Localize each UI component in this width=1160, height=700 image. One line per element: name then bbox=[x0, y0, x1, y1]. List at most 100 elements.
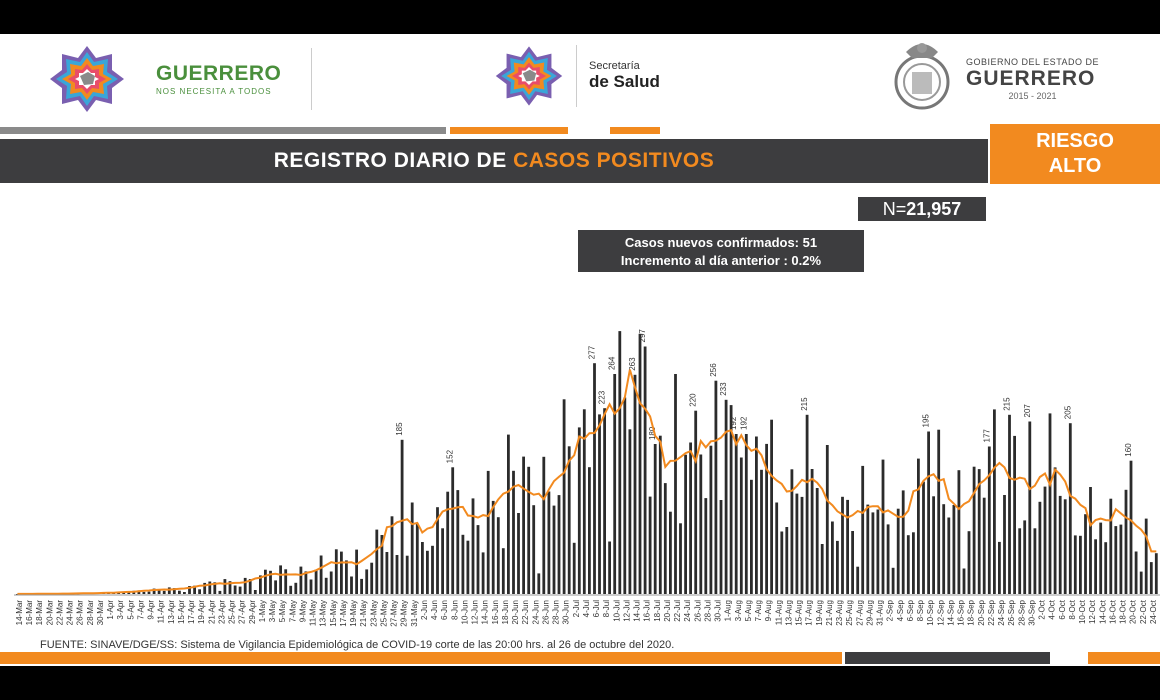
x-tick-label: 26-Jul bbox=[693, 600, 702, 622]
stripe-orange-2 bbox=[610, 127, 660, 134]
bar bbox=[689, 442, 692, 594]
x-tick-label: 4-Jun bbox=[430, 600, 439, 620]
x-tick-label: 9-May bbox=[299, 600, 308, 622]
x-tick-label: 17-May bbox=[339, 600, 348, 627]
bar bbox=[653, 444, 657, 594]
secretaria-divider bbox=[576, 45, 577, 107]
bar bbox=[1043, 486, 1047, 594]
x-tick-label: 29-Apr bbox=[248, 600, 257, 624]
x-tick-label: 26-Sep bbox=[1007, 599, 1016, 625]
x-tick-label: 12-Sep bbox=[936, 599, 945, 625]
x-tick-label: 15-Apr bbox=[177, 600, 186, 624]
bar bbox=[486, 470, 490, 594]
bar bbox=[734, 434, 738, 594]
bar bbox=[421, 542, 424, 594]
x-tick-label: 22-Jun bbox=[521, 600, 530, 624]
bar bbox=[441, 528, 444, 594]
bar bbox=[927, 431, 930, 594]
bar-value-label: 205 bbox=[1063, 405, 1072, 419]
bar bbox=[284, 569, 288, 594]
bar bbox=[977, 469, 981, 594]
bar bbox=[1018, 528, 1022, 594]
secretaria-star-logo-icon bbox=[495, 46, 563, 106]
bar-value-label: 297 bbox=[638, 329, 647, 343]
x-tick-label: 21-May bbox=[359, 600, 368, 627]
x-tick-label: 12-Oct bbox=[1088, 599, 1097, 624]
x-tick-label: 3-Apr bbox=[116, 600, 125, 620]
bar bbox=[770, 419, 773, 594]
bar bbox=[658, 435, 662, 594]
bar bbox=[375, 529, 379, 594]
x-tick-label: 21-Aug bbox=[825, 600, 834, 626]
bar bbox=[760, 469, 763, 594]
bar bbox=[851, 531, 854, 594]
x-tick-label: 31-Aug bbox=[876, 600, 885, 626]
bar bbox=[410, 502, 414, 594]
bar bbox=[765, 443, 768, 594]
risk-line-2: ALTO bbox=[1048, 155, 1102, 177]
x-tick-label: 10-Sep bbox=[926, 599, 935, 625]
bar bbox=[1079, 535, 1082, 594]
bar bbox=[987, 446, 991, 594]
slide: GUERRERO NOS NECESITA A TODOS Secretaría… bbox=[0, 34, 1160, 666]
secretaria-small-label: Secretaría bbox=[589, 60, 640, 72]
bar bbox=[1003, 495, 1006, 594]
x-tick-label: 7-May bbox=[288, 600, 297, 622]
bar-value-label: 256 bbox=[709, 363, 718, 377]
bar bbox=[269, 570, 272, 594]
bar bbox=[1033, 528, 1037, 594]
bar bbox=[456, 490, 460, 594]
bar bbox=[279, 565, 282, 594]
bar bbox=[891, 567, 895, 594]
guerrero-star-logo-icon bbox=[50, 46, 124, 112]
x-tick-label: 27-May bbox=[390, 600, 399, 627]
x-tick-label: 14-Mar bbox=[15, 600, 24, 626]
bar bbox=[395, 555, 399, 594]
x-tick-label: 23-May bbox=[369, 600, 378, 627]
x-tick-label: 24-Jun bbox=[531, 600, 540, 624]
bar bbox=[881, 459, 885, 594]
bar bbox=[218, 590, 222, 594]
x-tick-label: 22-Oct bbox=[1139, 599, 1148, 624]
x-tick-label: 16-Oct bbox=[1108, 599, 1117, 624]
bar bbox=[243, 577, 247, 594]
bar bbox=[704, 498, 708, 594]
bar bbox=[309, 579, 313, 594]
bar bbox=[426, 550, 429, 594]
guerrero-subtitle: NOS NECESITA A TODOS bbox=[156, 87, 272, 96]
increment-value: 0.2% bbox=[791, 253, 822, 268]
bar bbox=[861, 465, 865, 594]
bar bbox=[253, 590, 257, 594]
x-tick-label: 1-Aug bbox=[724, 600, 733, 621]
bar bbox=[147, 591, 151, 594]
x-tick-label: 7-Aug bbox=[754, 600, 763, 621]
bar bbox=[213, 582, 217, 594]
bar bbox=[998, 541, 1001, 594]
x-tick-label: 19-May bbox=[349, 600, 358, 627]
stripe-orange-1 bbox=[450, 127, 568, 134]
bar bbox=[1134, 551, 1138, 594]
bar-value-label: 233 bbox=[719, 382, 728, 396]
bar-value-label: 220 bbox=[689, 393, 698, 407]
bar bbox=[638, 333, 642, 594]
bar bbox=[542, 456, 546, 594]
gobierno-small-label: GOBIERNO DEL ESTADO DE bbox=[966, 57, 1100, 67]
x-tick-label: 19-Aug bbox=[815, 600, 824, 626]
bar bbox=[476, 525, 480, 594]
total-prefix: N= bbox=[882, 199, 907, 219]
bar bbox=[628, 429, 632, 594]
bar bbox=[567, 446, 571, 594]
bar bbox=[1094, 539, 1097, 594]
bar bbox=[1058, 495, 1062, 594]
bar-value-label: 195 bbox=[922, 414, 931, 428]
bar bbox=[1104, 542, 1108, 594]
bar bbox=[289, 585, 293, 594]
x-tick-label: 17-Aug bbox=[805, 600, 814, 626]
x-tick-label: 18-Jul bbox=[653, 600, 662, 622]
bar bbox=[1119, 524, 1123, 594]
bar bbox=[228, 581, 232, 594]
x-tick-label: 16-Jun bbox=[491, 600, 500, 624]
state-seal-icon bbox=[894, 43, 950, 110]
bar bbox=[663, 483, 667, 594]
bar bbox=[841, 496, 844, 594]
